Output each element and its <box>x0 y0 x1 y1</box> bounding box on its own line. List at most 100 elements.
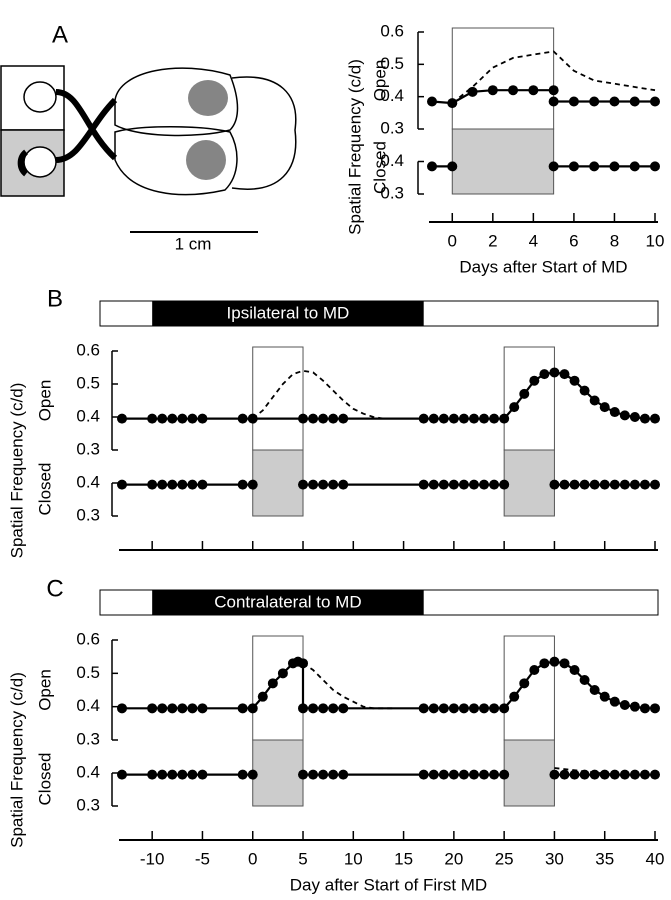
data-point <box>147 479 158 490</box>
data-point <box>438 703 449 714</box>
y-axis-label: Spatial Frequency (c/d) <box>7 672 26 848</box>
data-point <box>489 413 500 424</box>
y-tick-label: 0.3 <box>76 795 100 814</box>
md-closed-box <box>503 739 555 807</box>
x-tick-label: 2 <box>488 231 497 250</box>
data-point <box>589 685 600 695</box>
data-point <box>609 479 620 490</box>
data-point <box>528 85 539 96</box>
data-point <box>318 479 329 490</box>
data-point <box>529 665 540 675</box>
data-point <box>448 769 459 780</box>
x-tick-label: 4 <box>529 231 538 250</box>
exposure-label: Ipsilateral to MD <box>227 303 350 322</box>
data-point <box>177 769 188 780</box>
data-point <box>569 769 580 780</box>
data-point <box>338 479 349 490</box>
data-point <box>639 413 650 424</box>
closed-label: Closed <box>370 141 389 194</box>
data-point <box>247 703 258 714</box>
open-label: Open <box>35 669 54 711</box>
data-point <box>569 479 580 490</box>
data-point <box>318 703 329 714</box>
data-point <box>187 703 198 714</box>
x-tick-label: 0 <box>248 849 257 868</box>
y-tick-label: 0.6 <box>76 629 100 648</box>
data-point <box>177 703 188 714</box>
data-point <box>117 479 127 490</box>
open-eye <box>23 81 57 113</box>
data-point <box>499 769 510 780</box>
data-point <box>559 369 570 380</box>
data-point <box>458 479 469 490</box>
data-point <box>157 413 168 424</box>
data-point <box>650 96 660 107</box>
data-point <box>549 656 560 667</box>
data-point <box>458 703 469 714</box>
y-tick-label: 0.6 <box>76 340 100 359</box>
cerebellum <box>231 76 297 190</box>
exposure-label: Contralateral to MD <box>214 592 361 611</box>
data-point <box>468 769 479 780</box>
data-point <box>147 413 158 424</box>
data-point <box>569 375 580 386</box>
x-tick-label: -10 <box>140 849 165 868</box>
data-point <box>328 703 339 714</box>
data-point <box>308 479 319 490</box>
data-point <box>559 479 570 490</box>
data-point <box>298 413 309 424</box>
data-point <box>548 161 559 172</box>
md-closed-box <box>451 128 555 195</box>
data-point <box>619 769 630 780</box>
data-point <box>539 658 550 669</box>
x-tick-label: 5 <box>298 849 307 868</box>
y-tick-label: 0.6 <box>380 21 404 40</box>
data-point <box>167 703 178 714</box>
y-tick-label: 0.3 <box>380 183 404 202</box>
md-open-box <box>252 635 304 741</box>
data-point <box>448 703 459 714</box>
x-tick-label: 30 <box>545 849 564 868</box>
data-point <box>117 769 127 780</box>
x-tick-label: 0 <box>448 231 457 250</box>
data-point <box>650 769 660 780</box>
data-point <box>418 413 429 424</box>
data-point <box>428 703 439 714</box>
x-tick-label: 25 <box>495 849 514 868</box>
data-point <box>458 413 469 424</box>
y-tick-label: 0.4 <box>380 86 404 105</box>
data-point <box>509 402 520 413</box>
exposure-bar <box>152 301 424 326</box>
eyelid <box>17 149 29 177</box>
data-point <box>609 161 620 172</box>
x-tick-label: 20 <box>444 849 463 868</box>
data-point <box>650 479 660 490</box>
data-point <box>237 703 248 714</box>
data-point <box>338 703 349 714</box>
data-point <box>458 769 469 780</box>
y-tick-label: 0.3 <box>76 729 100 748</box>
data-point <box>599 479 610 490</box>
eye-diagram <box>0 65 297 233</box>
data-point <box>328 769 339 780</box>
exposure-bar <box>152 590 424 615</box>
data-point <box>508 85 519 96</box>
data-point <box>639 769 650 780</box>
data-point <box>609 96 620 107</box>
data-point <box>519 678 530 689</box>
data-point <box>589 161 600 172</box>
y-tick-label: 0.3 <box>380 118 404 137</box>
y-axis-label: Spatial Frequency (c/d) <box>7 383 26 559</box>
data-point <box>447 161 458 172</box>
data-point <box>609 769 620 780</box>
data-point <box>548 96 559 107</box>
x-axis-label: Days after Start of MD <box>459 257 627 276</box>
data-point <box>479 703 490 714</box>
md-closed-box <box>503 449 555 517</box>
data-point <box>468 479 479 490</box>
y-tick-label: 0.5 <box>380 54 404 73</box>
data-point <box>418 769 429 780</box>
data-point <box>569 665 580 675</box>
panel-label: C <box>46 575 63 602</box>
y-tick-label: 0.4 <box>380 151 404 170</box>
